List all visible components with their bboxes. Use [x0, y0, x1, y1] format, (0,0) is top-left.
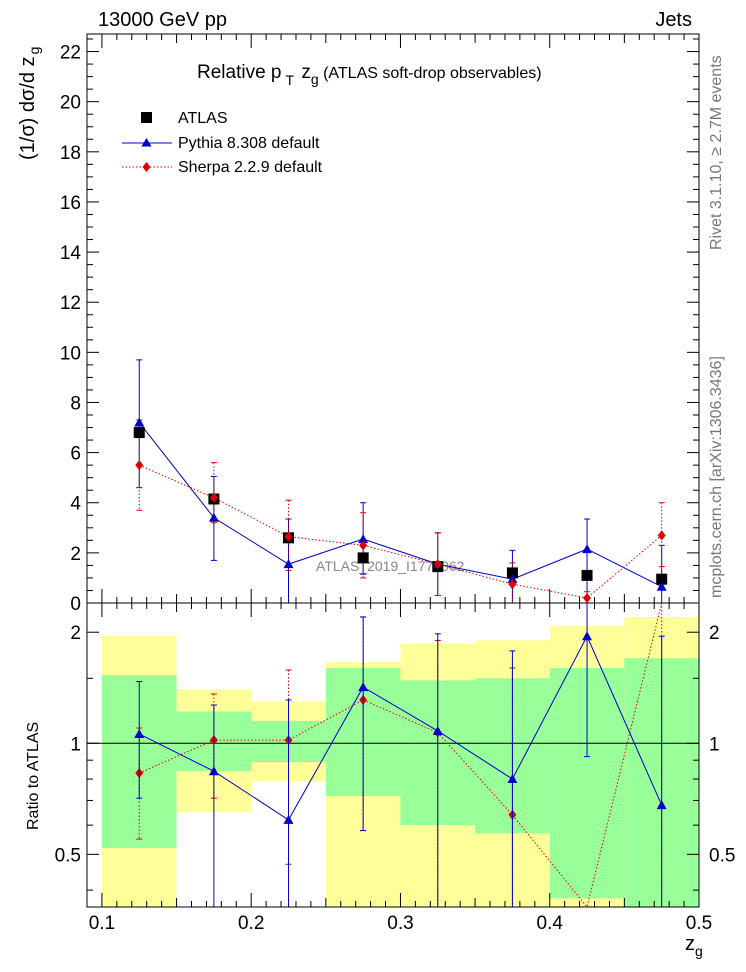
ratio-tick-label: 0.5: [55, 845, 81, 866]
sherpa-point: [284, 531, 293, 542]
analysis-watermark: ATLAS_2019_I1772062: [316, 558, 465, 574]
sherpa-point: [359, 540, 368, 551]
sherpa-point: [508, 579, 517, 590]
ratio-tick-label: 2: [70, 623, 81, 644]
pythia-ratio-point: [507, 774, 518, 784]
y-tick-label: 2: [70, 544, 81, 565]
rivet-label: Rivet 3.1.10, ≥ 2.7M events: [708, 55, 725, 250]
y-tick-label: 8: [70, 393, 81, 414]
x-tick-label: 0.5: [686, 913, 712, 934]
pythia-point: [656, 581, 667, 591]
pythia-point: [134, 417, 145, 427]
x-tick-label: 0.3: [387, 913, 413, 934]
x-axis-label: zg: [685, 933, 703, 959]
pythia-point: [582, 544, 593, 554]
x-tick-label: 0.1: [89, 913, 115, 934]
y-tick-label: 18: [60, 143, 81, 164]
y-tick-label: 22: [60, 43, 81, 64]
legend-atlas-marker: [141, 112, 152, 123]
pythia-ratio-line: [139, 635, 663, 821]
sherpa-point: [135, 460, 144, 471]
pythia-point: [507, 574, 518, 584]
x-tick-label: 0.4: [537, 913, 564, 934]
main-plot-marks: [133, 359, 668, 603]
atlas-point: [581, 569, 593, 581]
ratio-tick-label: 1: [709, 734, 720, 755]
pythia-point: [358, 534, 369, 544]
y-tick-label: 20: [60, 93, 81, 114]
sherpa-point: [433, 559, 442, 570]
pythia-ratio-point: [432, 725, 443, 735]
pythia-ratio-point: [358, 682, 369, 692]
atlas-point: [506, 567, 518, 579]
legend-sherpa-marker: [142, 162, 151, 172]
pythia-ratio-point: [582, 631, 593, 641]
header-left: 13000 GeV pp: [98, 9, 227, 31]
y-tick-label: 14: [60, 243, 82, 264]
atlas-point: [357, 552, 369, 564]
atlas-point: [133, 427, 145, 439]
y-tick-label: 4: [70, 494, 81, 515]
pythia-ratio-point: [208, 766, 219, 776]
ratio-axis-label: Ratio to ATLAS: [25, 722, 42, 830]
pythia-ratio-point: [283, 814, 294, 824]
mcplots-label: mcplots.cern.ch [arXiv:1306.3436]: [708, 356, 725, 598]
y-tick-label: 10: [60, 343, 81, 364]
sherpa-point: [657, 530, 666, 541]
y-tick-label: 16: [60, 193, 81, 214]
sherpa-point: [209, 492, 218, 503]
sherpa-ratio-line: [139, 603, 663, 907]
sherpa-line: [139, 464, 663, 599]
ratio-tick-label: 1: [70, 734, 81, 755]
atlas-point: [656, 573, 668, 585]
pythia-point: [283, 559, 294, 569]
sherpa-point: [583, 592, 592, 603]
legend-pythia-label: Pythia 8.308 default: [178, 135, 320, 152]
pythia-point: [208, 512, 219, 522]
legend-pythia-marker: [141, 138, 152, 147]
pythia-ratio-point: [656, 800, 667, 810]
ratio-plot-marks: [134, 603, 667, 907]
pythia-ratio-point: [134, 728, 145, 738]
legend-sherpa-label: Sherpa 2.2.9 default: [178, 159, 323, 176]
y-tick-label: 6: [70, 444, 81, 465]
y-axis-label: (1/σ) dσ/d zg: [17, 47, 42, 160]
ratio-bands: [87, 616, 699, 907]
legend: ATLAS Pythia 8.308 default Sherpa 2.2.9 …: [122, 110, 323, 176]
ratio-tick-label: 0.5: [709, 845, 735, 866]
y-tick-label: 12: [60, 293, 81, 314]
ratio-frame: [86, 602, 700, 908]
pythia-line: [138, 422, 662, 588]
header-right: Jets: [655, 9, 692, 31]
y-tick-label: 0: [70, 594, 81, 615]
ratio-tick-label: 2: [709, 623, 720, 644]
x-tick-label: 0.2: [238, 913, 264, 934]
legend-atlas-label: ATLAS: [178, 110, 228, 127]
